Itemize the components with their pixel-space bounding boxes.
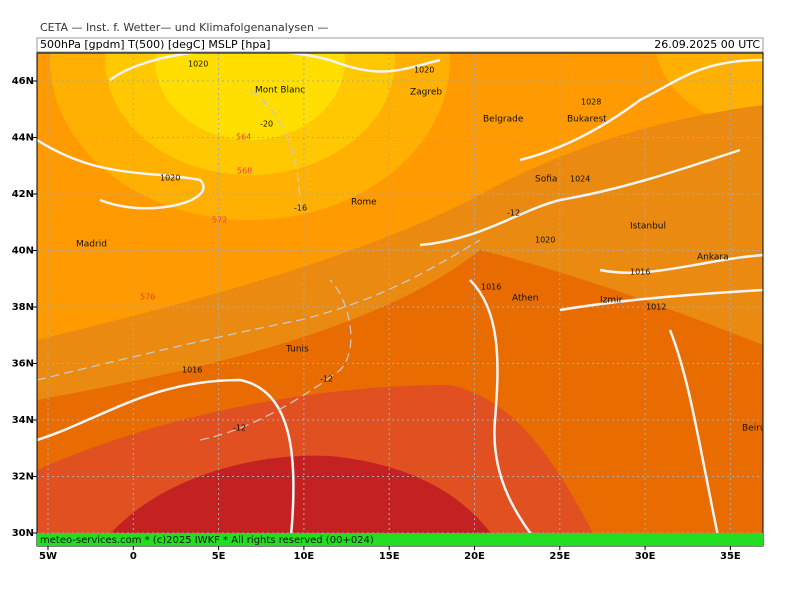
city-label: Beirut — [742, 424, 770, 434]
map-area: Mont Blanc Zagreb Belgrade Bukarest Sofia Rom… — [37, 53, 770, 546]
isobar — [519, 58, 763, 162]
city-label: Bukarest — [567, 115, 607, 125]
lat-label: 42N — [12, 189, 34, 200]
lon-label: 5E — [212, 551, 226, 562]
isotherm-label: -12 — [507, 209, 520, 218]
lon-label: 30E — [635, 551, 656, 562]
isobar-label: 1020 — [414, 66, 434, 75]
lat-label: 34N — [12, 415, 34, 426]
isobar — [559, 288, 763, 312]
isobar-label: 1024 — [570, 175, 590, 184]
header-fields: 500hPa [gpdm] T(500) [degC] MSLP [hpa] — [40, 38, 270, 51]
lon-label: 15E — [379, 551, 400, 562]
isobar-label: 1020 — [188, 60, 208, 69]
lat-label: 40N — [12, 246, 34, 257]
city-label: Madrid — [76, 240, 107, 250]
isobar — [599, 253, 763, 274]
lat-label: 32N — [12, 472, 34, 483]
isobar — [419, 148, 741, 247]
city-label: Istanbul — [630, 222, 666, 232]
height-label: 568 — [237, 167, 252, 176]
isobar — [37, 378, 295, 546]
lat-label: 30N — [12, 528, 34, 539]
isobar — [109, 53, 441, 82]
lon-label: 0 — [130, 551, 137, 562]
lon-label: 5W — [39, 551, 57, 562]
isobar-label: 1016 — [481, 283, 501, 292]
lat-label: 46N — [12, 76, 34, 87]
city-label: Rome — [351, 198, 377, 208]
grid — [37, 53, 763, 546]
isobar-label: 1016 — [182, 366, 202, 375]
isobar — [37, 138, 205, 210]
lon-label: 25E — [549, 551, 570, 562]
isobar — [469, 279, 541, 546]
city-label: Sofia — [535, 175, 557, 185]
field-band — [155, 53, 345, 140]
isotherm — [199, 279, 352, 441]
city-label: Belgrade — [483, 115, 524, 125]
lon-label: 10E — [294, 551, 315, 562]
height-label: 576 — [140, 293, 155, 302]
isobar-label: 1016 — [630, 268, 650, 277]
isobar — [668, 329, 722, 546]
lat-label: 44N — [12, 133, 34, 144]
lat-label: 36N — [12, 359, 34, 370]
header-bar — [36, 37, 764, 53]
isotherm-label: -12 — [320, 375, 333, 384]
lon-label: 35E — [720, 551, 741, 562]
city-label: Izmir — [600, 296, 623, 306]
city-label: Mont Blanc — [255, 86, 305, 96]
field-band — [100, 455, 500, 546]
height-label: 572 — [212, 216, 227, 225]
isobar-label: 1020 — [535, 236, 555, 245]
city-label: Athen — [512, 294, 538, 304]
ticks: 46N 44N 42N 40N 38N 36N 34N 32N 30N 5W 0 5E 10E 15E 20… — [12, 76, 741, 562]
isobar-label: 1028 — [581, 98, 601, 107]
footer-bar — [37, 533, 763, 546]
header-title: CETA — Inst. f. Wetter— und Klimafolgena… — [40, 21, 328, 34]
isotherm-label: -16 — [294, 204, 307, 213]
city-label: Ankara — [697, 253, 729, 263]
city-label: Tunis — [285, 345, 309, 355]
labels: Mont Blanc Zagreb Belgrade Bukarest Sofia Rom… — [76, 60, 770, 434]
isobar-label: 1020 — [160, 174, 180, 183]
footer: meteo-services.com * (c)2025 IWKF * All … — [40, 535, 374, 546]
isotherm — [249, 89, 301, 211]
height-label: 564 — [236, 133, 251, 142]
isotherm — [37, 239, 481, 381]
isotherm-label: -20 — [260, 120, 273, 129]
isotherm-label: -12 — [233, 424, 246, 433]
lat-label: 38N — [12, 302, 34, 313]
header-valid: 26.09.2025 00 UTC — [654, 38, 760, 51]
isobar-label: 1012 — [646, 303, 666, 312]
city-label: Zagreb — [410, 88, 442, 98]
lon-label: 20E — [464, 551, 485, 562]
